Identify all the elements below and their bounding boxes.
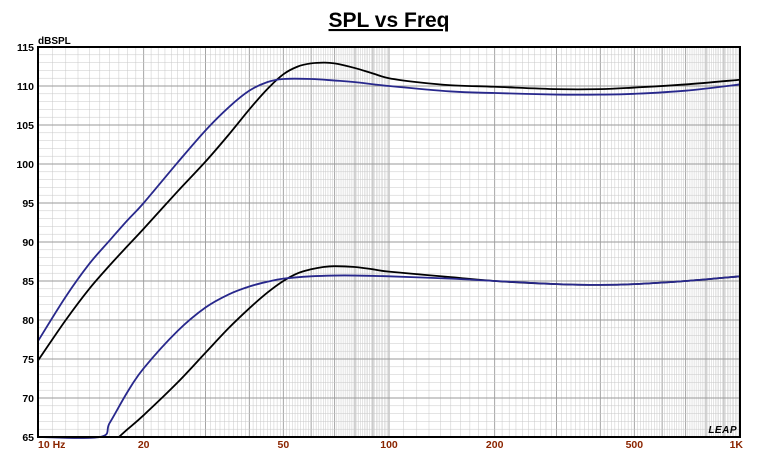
x-tick-label: 500: [626, 439, 644, 451]
y-tick-label: 75: [22, 354, 34, 366]
plot-frame: [37, 46, 741, 438]
y-tick-label: 110: [17, 81, 34, 93]
y-tick-label: 70: [22, 393, 34, 405]
grid: [38, 47, 740, 437]
y-tick-label: 85: [22, 276, 34, 288]
y-tick-label: 115: [17, 42, 34, 54]
y-tick-label: 100: [16, 159, 34, 171]
x-tick-labels: 10 Hz 20 50 100 200 500 1K: [38, 439, 743, 451]
y-tick-label: 80: [22, 315, 34, 327]
series-line-4: [37, 274, 741, 439]
x-tick-label: 1K: [730, 439, 744, 451]
series-line-2: [37, 77, 741, 342]
x-tick-label: 10 Hz: [38, 439, 65, 451]
x-tick-label: 50: [277, 439, 289, 451]
y-tick-label: 95: [22, 198, 34, 210]
series-line-1: [37, 61, 741, 362]
x-tick-label: 200: [486, 439, 504, 451]
series-line-3: [118, 265, 741, 438]
x-tick-label: 100: [380, 439, 398, 451]
leap-logo: LEAP: [708, 425, 737, 436]
y-tick-label: 65: [22, 432, 34, 444]
y-tick-labels: 65 70 75 80 85 90 95 100 105 110 115: [16, 42, 34, 444]
y-tick-label: 105: [16, 120, 34, 132]
y-tick-label: 90: [22, 237, 34, 249]
chart-title: SPL vs Freq: [329, 9, 450, 32]
x-tick-label: 20: [138, 439, 150, 451]
y-axis-label: dBSPL: [38, 36, 71, 47]
curves: [37, 61, 741, 439]
